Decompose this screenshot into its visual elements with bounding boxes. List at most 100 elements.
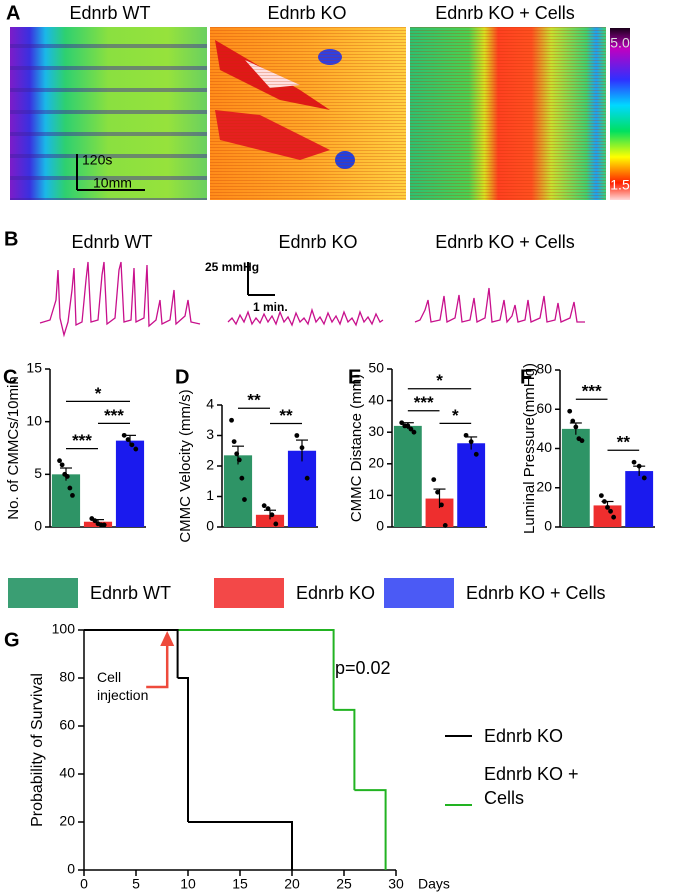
y-axis-label: Probability of Survival <box>29 673 46 827</box>
significance-label: *** <box>414 393 434 412</box>
legend-label: Ednrb KO <box>484 726 564 746</box>
panel-title: Ednrb WT <box>69 3 150 23</box>
injection-arrowhead <box>160 631 175 646</box>
y-tick-label: 20 <box>536 478 552 494</box>
data-point <box>605 504 610 510</box>
y-tick-label: 80 <box>536 361 552 377</box>
y-axis-label: No. of CMMCs/10min <box>5 376 22 519</box>
data-point <box>442 523 448 528</box>
data-point <box>265 506 271 512</box>
data-point <box>567 408 573 414</box>
data-point <box>242 497 247 502</box>
colorbar <box>610 28 630 200</box>
significance-label: ** <box>279 406 293 425</box>
data-point <box>598 493 604 498</box>
y-tick-label: 4 <box>206 396 214 412</box>
data-point <box>239 475 245 481</box>
panel-title: Ednrb KO + Cells <box>435 3 575 23</box>
y-axis-label: CMMC Distance (mm) <box>348 374 365 522</box>
trace-wt <box>39 261 201 338</box>
x-tick-label: 15 <box>232 876 248 892</box>
x-tick-label: 20 <box>284 876 300 892</box>
y-tick-label: 40 <box>368 391 384 407</box>
significance-label: ** <box>617 433 631 452</box>
panel-letter: D <box>175 366 189 388</box>
bar <box>223 455 253 527</box>
x-tick-label: 0 <box>80 876 88 892</box>
significance-label: ** <box>247 391 261 410</box>
bar <box>115 440 145 527</box>
y-tick-label: 0 <box>376 518 384 534</box>
survival-line <box>188 821 293 870</box>
data-point <box>67 485 73 491</box>
significance-label: *** <box>104 406 124 425</box>
y-tick-label: 10 <box>368 486 384 502</box>
panel-title: Ednrb WT <box>71 232 152 252</box>
data-point <box>125 437 131 442</box>
y-tick-label: 10 <box>26 412 42 428</box>
bar <box>457 443 486 527</box>
panel-title: Ednrb KO <box>278 232 357 252</box>
x-axis-label: Days <box>418 876 450 892</box>
trace-ko <box>227 307 384 327</box>
data-point <box>611 514 617 520</box>
scale-label: 120s <box>82 152 112 168</box>
y-tick-label: 20 <box>368 455 384 471</box>
y-tick-label: 60 <box>59 717 75 733</box>
bar <box>51 474 81 527</box>
colorbar-label: 5.0 <box>610 35 630 51</box>
y-axis-label: Luminal Pressure(mmHg) <box>521 363 538 534</box>
legend-swatch <box>384 578 454 608</box>
y-tick-label: 100 <box>52 621 76 637</box>
data-point <box>304 475 310 481</box>
panel-title: Ednrb KO + Cells <box>435 232 575 252</box>
colorbar-label: 1.5 <box>610 177 630 193</box>
scale-label: 25 mmHg <box>205 260 259 274</box>
survival-line <box>354 789 387 870</box>
legend-label: Ednrb KO + Cells <box>484 764 579 808</box>
data-point <box>231 439 237 444</box>
data-point <box>57 458 62 464</box>
y-tick-label: 1 <box>206 487 214 503</box>
data-point <box>133 446 139 452</box>
heatmap-cells-texture <box>410 27 606 200</box>
legend-swatch <box>214 578 284 608</box>
data-point <box>121 432 127 438</box>
x-tick-label: 25 <box>336 876 352 892</box>
y-tick-label: 80 <box>59 669 75 685</box>
heatmap-wt-texture <box>10 27 207 200</box>
data-point <box>129 442 135 448</box>
y-tick-label: 5 <box>34 465 42 481</box>
data-point <box>439 502 444 508</box>
annotation: Cell injection <box>97 669 149 703</box>
panel-letter: C <box>3 366 17 388</box>
y-tick-label: 20 <box>59 813 75 829</box>
legend-label: Ednrb KO <box>296 583 375 603</box>
y-tick-label: 2 <box>206 457 214 473</box>
panel-letter: F <box>520 366 532 388</box>
legend-label: Ednrb WT <box>90 583 171 603</box>
data-point <box>435 489 440 495</box>
significance-label: * <box>95 384 102 403</box>
y-tick-label: 0 <box>67 861 75 877</box>
y-tick-label: 50 <box>368 360 384 376</box>
data-point <box>636 463 642 469</box>
data-point <box>411 429 417 435</box>
data-point <box>64 474 70 479</box>
y-tick-label: 60 <box>536 400 552 416</box>
survival-line <box>84 629 179 678</box>
trace-cells <box>414 287 585 324</box>
bar <box>625 471 654 527</box>
data-point <box>463 432 469 438</box>
heatmap-ko-texture <box>210 27 406 200</box>
panel-letter: B <box>4 228 18 250</box>
data-point <box>405 423 411 429</box>
data-point <box>641 475 647 481</box>
data-point <box>570 418 576 424</box>
data-point <box>273 521 279 527</box>
legend-label: Ednrb KO + Cells <box>466 583 606 603</box>
data-point <box>608 508 613 514</box>
x-tick-label: 5 <box>132 876 140 892</box>
